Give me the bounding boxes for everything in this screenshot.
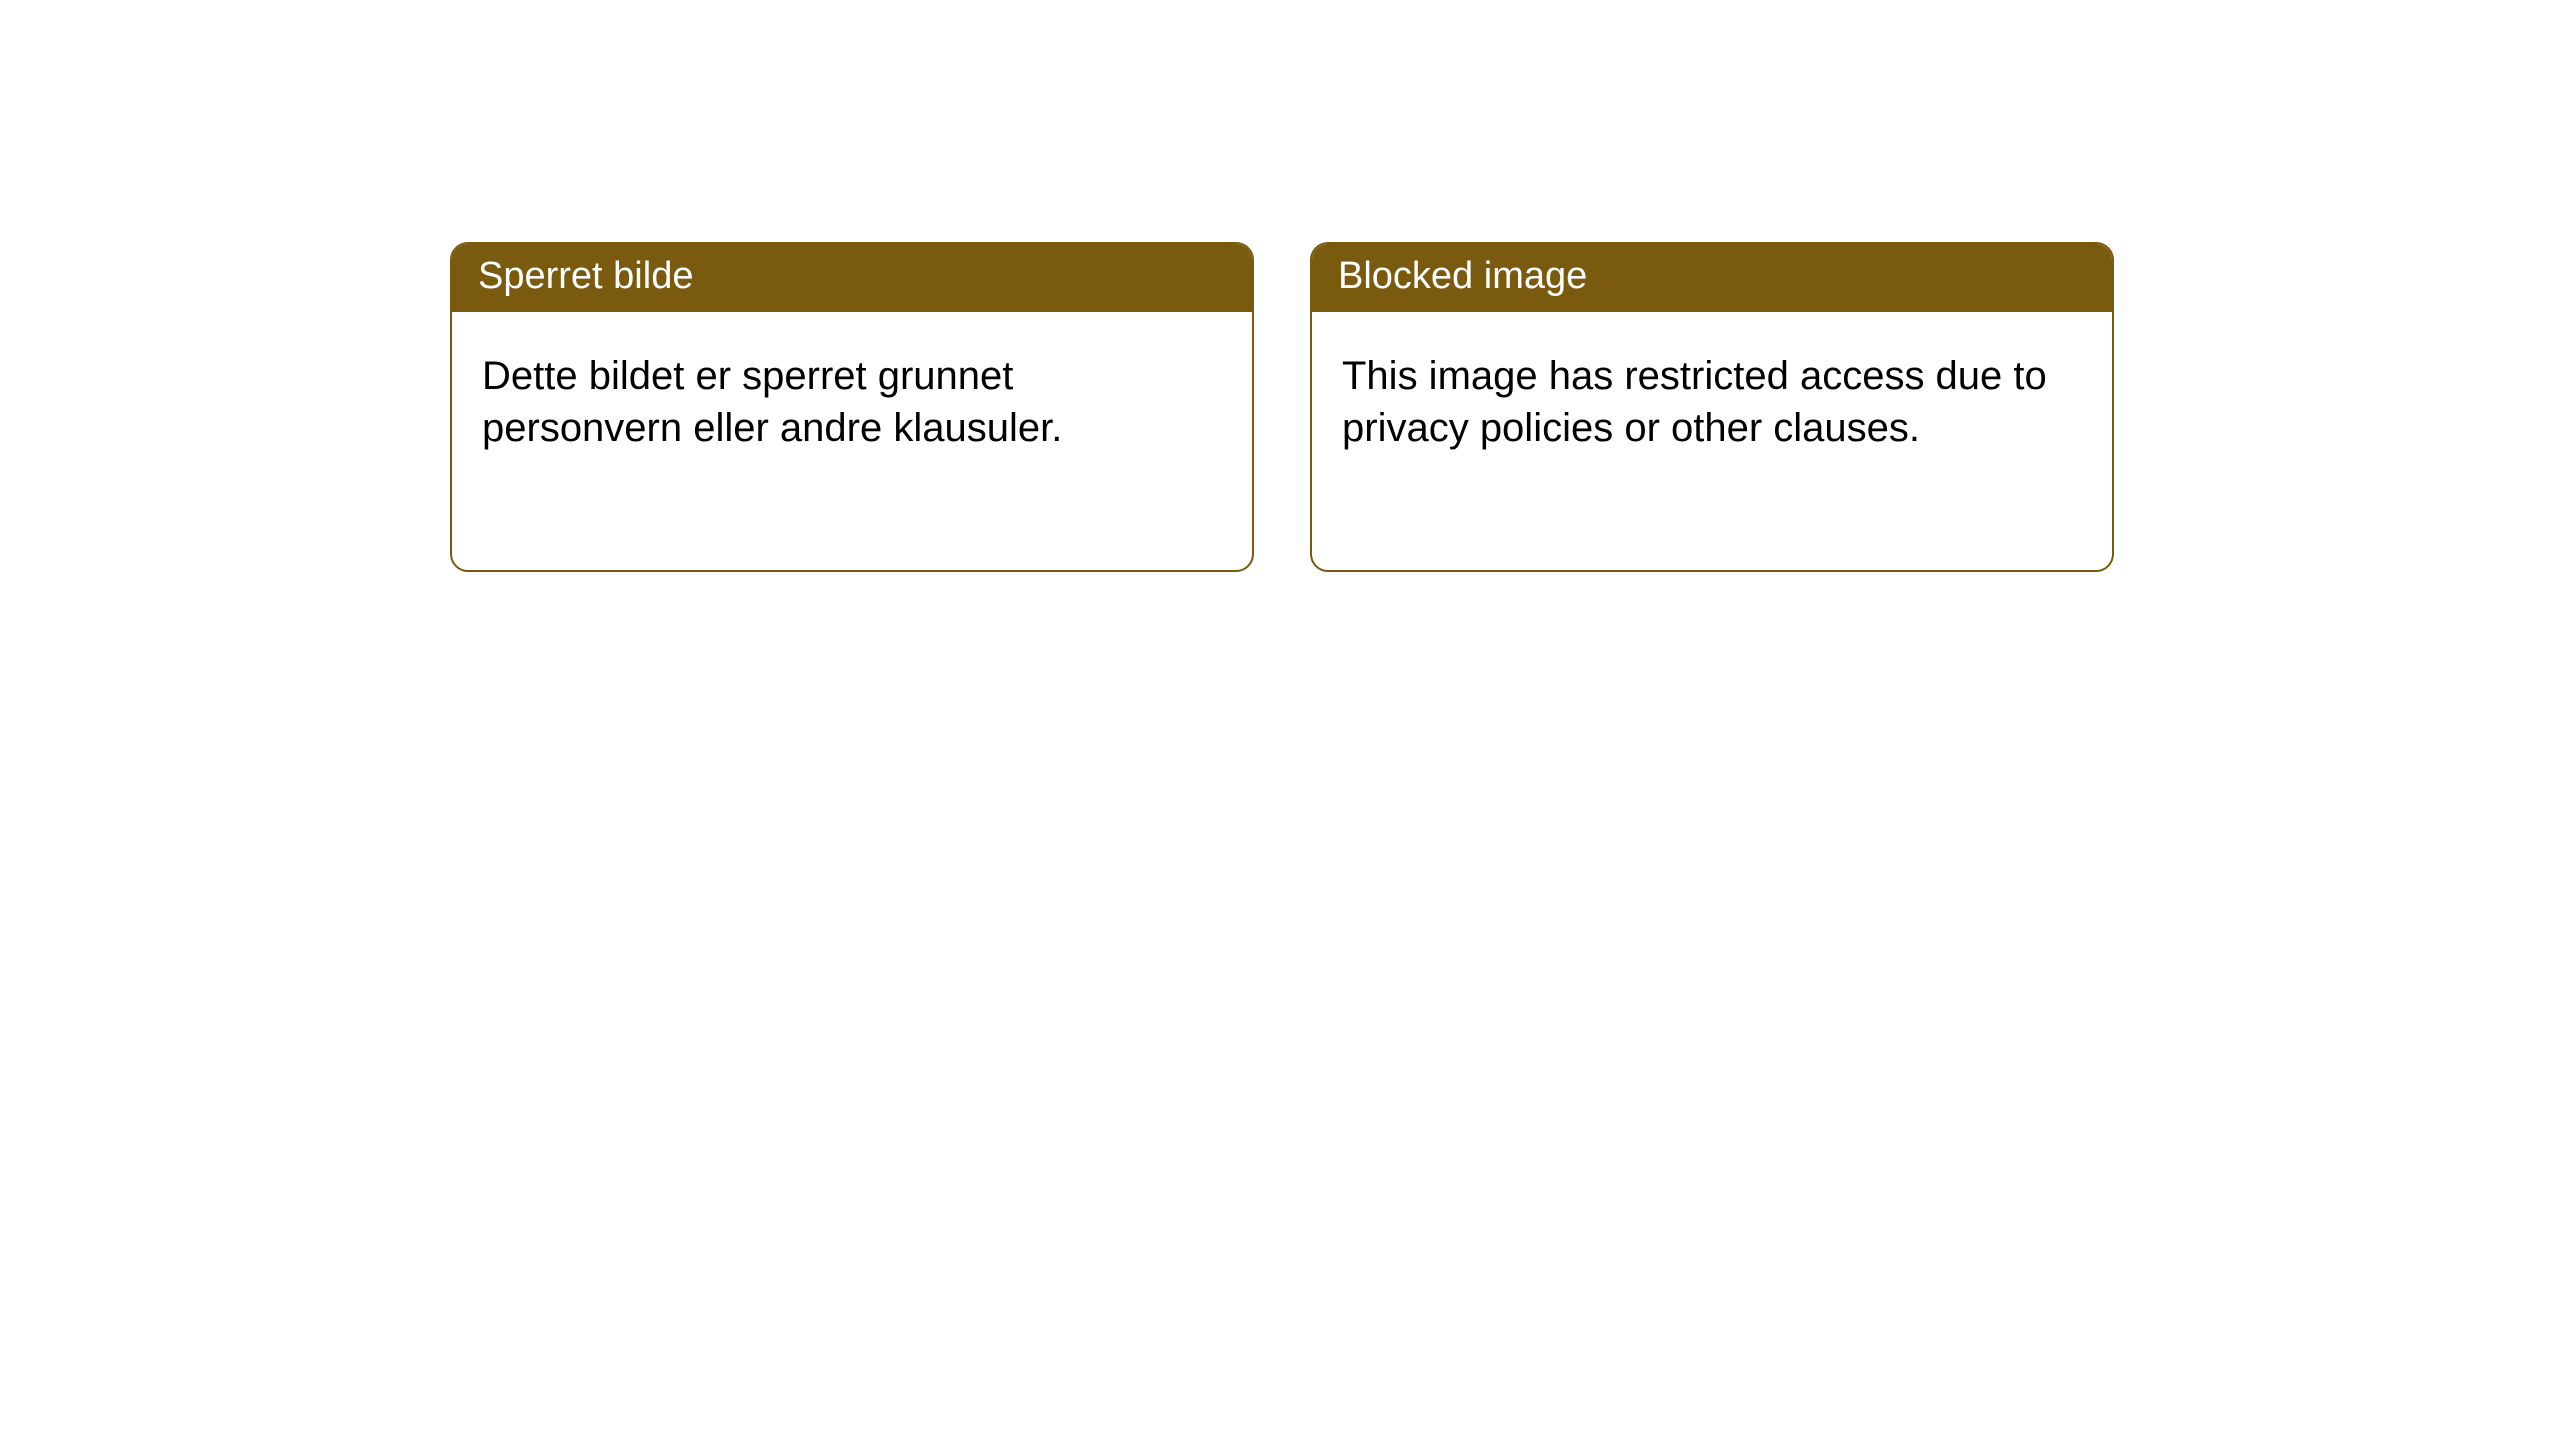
notice-header: Blocked image xyxy=(1312,244,2112,312)
notice-body: This image has restricted access due to … xyxy=(1312,312,2112,484)
notice-header: Sperret bilde xyxy=(452,244,1252,312)
notice-card-norwegian: Sperret bilde Dette bildet er sperret gr… xyxy=(450,242,1254,572)
notice-container: Sperret bilde Dette bildet er sperret gr… xyxy=(0,0,2560,572)
notice-body: Dette bildet er sperret grunnet personve… xyxy=(452,312,1252,484)
notice-card-english: Blocked image This image has restricted … xyxy=(1310,242,2114,572)
